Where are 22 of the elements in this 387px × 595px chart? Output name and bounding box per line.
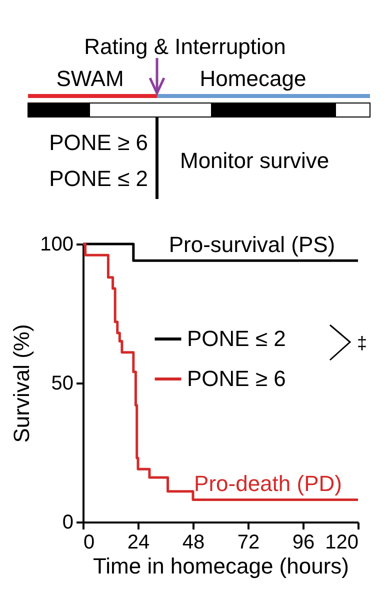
annotation: ‡ bbox=[357, 333, 368, 353]
y-tick-label: 0 bbox=[62, 512, 74, 534]
y-axis-title: Survival (%) bbox=[9, 324, 34, 443]
text: SWAM bbox=[56, 66, 124, 91]
text: Rating & Interruption bbox=[84, 34, 286, 59]
x-tick-label: 0 bbox=[84, 532, 95, 554]
text: Monitor survive bbox=[180, 148, 330, 173]
y-tick-label: 50 bbox=[51, 372, 74, 394]
legend-label: PONE ≤ 2 bbox=[187, 326, 286, 351]
text: PONE ≥ 6 bbox=[49, 130, 148, 155]
y-tick-label: 100 bbox=[40, 234, 74, 256]
x-tick-label: 72 bbox=[237, 532, 260, 554]
x-tick-label: 96 bbox=[292, 532, 315, 554]
legend-label: PONE ≥ 6 bbox=[187, 366, 286, 391]
text: PONE ≤ 2 bbox=[49, 166, 148, 191]
annotation: Pro-survival (PS) bbox=[168, 232, 336, 257]
x-tick-label: 120 bbox=[325, 532, 358, 554]
x-tick-label: 24 bbox=[127, 532, 150, 554]
x-axis-title: Time in homecage (hours) bbox=[93, 554, 349, 578]
annotation: Pro-death (PD) bbox=[194, 471, 342, 496]
x-tick-label: 48 bbox=[182, 532, 205, 554]
text: Homecage bbox=[200, 66, 306, 91]
